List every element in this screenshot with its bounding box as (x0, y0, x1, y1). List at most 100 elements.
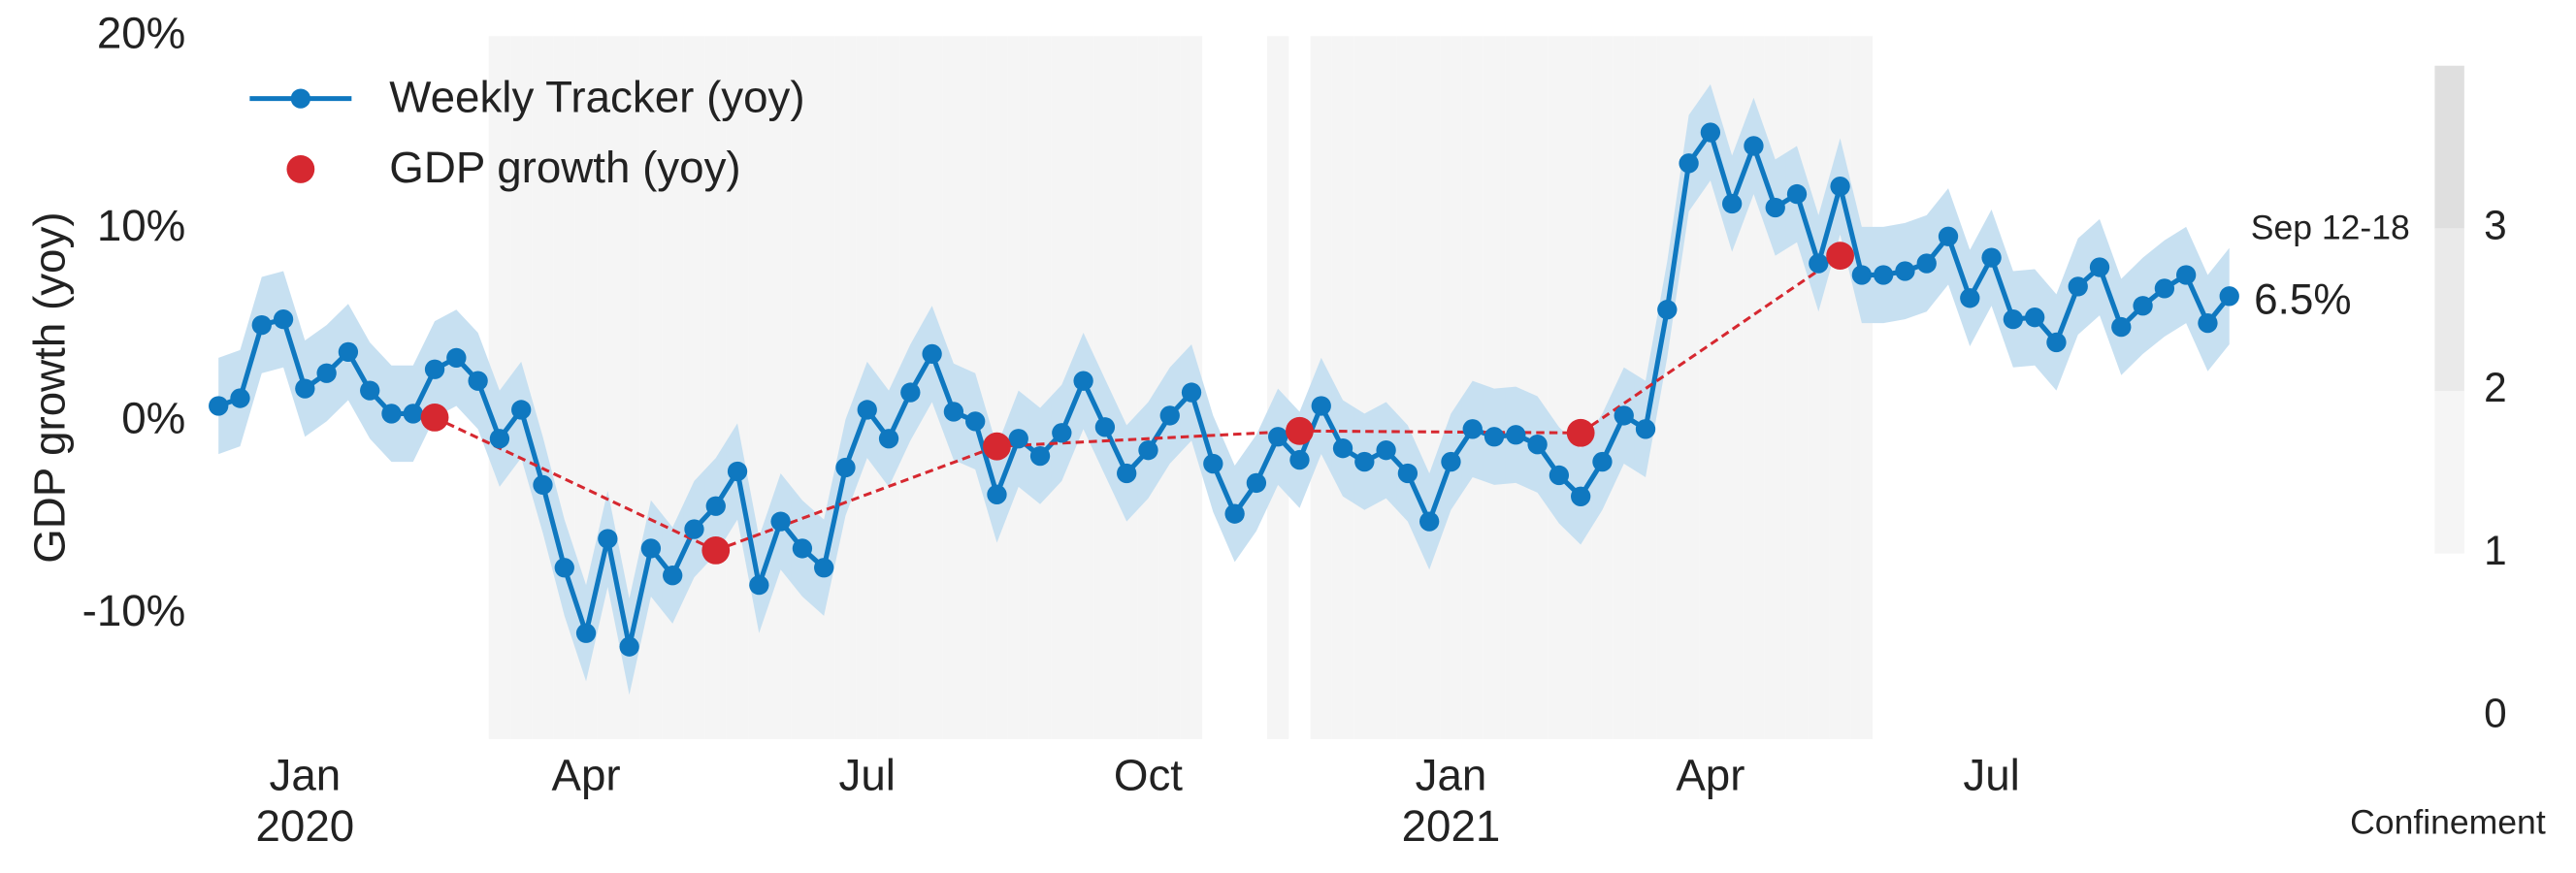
confinement-cell (1288, 36, 1311, 739)
tracker-point (295, 378, 315, 399)
confinement-cell (748, 36, 770, 739)
gdp-connector (1299, 429, 1581, 435)
confinement-cell (1526, 36, 1549, 739)
tracker-point (598, 529, 618, 549)
tracker-point (1700, 122, 1721, 143)
tracker-point (1895, 261, 1915, 281)
gdp-point (1286, 416, 1314, 445)
confinement-cell (791, 36, 814, 739)
x-tick-sublabel: 2021 (1402, 801, 1501, 851)
tracker-point (1786, 183, 1808, 205)
tracker-point (251, 314, 272, 336)
tracker-point (1506, 425, 1526, 445)
confinement-cell (1007, 36, 1029, 739)
tracker-point (965, 411, 986, 432)
gdp-connector (715, 444, 997, 552)
confinement-cell (2153, 36, 2176, 739)
confinement-cell (272, 36, 295, 739)
x-tick-label: Jan (1416, 751, 1487, 800)
confinement-cell (597, 36, 619, 739)
tracker-point (1592, 451, 1613, 472)
confinement-cell (1591, 36, 1614, 739)
confinement-cell (1894, 36, 1916, 739)
confinement-cell (1548, 36, 1571, 739)
tracker-point (2003, 308, 2024, 330)
tracker-point (1332, 438, 1353, 459)
tracker-point (403, 404, 423, 424)
tracker-point (554, 558, 574, 578)
tracker-point (1981, 247, 2002, 268)
confinement-cell (639, 36, 663, 739)
confinement-cell (1137, 36, 1159, 739)
tracker-point (1376, 439, 1396, 461)
tracker-point (684, 519, 704, 539)
colorbar-tick-label: 1 (2484, 528, 2507, 573)
tracker-point (381, 404, 402, 424)
confinement-cell (1331, 36, 1354, 739)
tracker-point (424, 359, 445, 379)
tracker-point (1289, 449, 1310, 470)
tracker-point (360, 380, 380, 401)
tracker-point (1527, 435, 1548, 455)
tracker-point (2089, 257, 2110, 277)
tracker-point (1657, 300, 1678, 320)
tracker-point (1246, 472, 1267, 494)
confinement-shading (208, 36, 2240, 739)
colorbar-segment (2434, 228, 2464, 392)
tracker-point (1744, 136, 1764, 156)
x-tick-label: Jan (269, 751, 341, 800)
confinement-cell (683, 36, 705, 739)
tracker-point (1268, 427, 1288, 447)
confinement-cell (1937, 36, 1960, 739)
colorbar-segment (2434, 391, 2464, 554)
confinement-cell (1850, 36, 1874, 739)
colorbar-tick-label: 3 (2484, 203, 2507, 248)
confinement-cell (1743, 36, 1765, 739)
gdp-point (1826, 242, 1854, 271)
gdp-connector (996, 429, 1300, 448)
confinement-cell (2175, 36, 2198, 739)
tracker-point (273, 308, 294, 330)
confinement-cell (1808, 36, 1830, 739)
y-tick-label: 0% (121, 393, 185, 442)
confinement-cell (1483, 36, 1506, 739)
confinement-cell (2002, 36, 2025, 739)
confinement-cell (1656, 36, 1679, 739)
colorbar-segment (2434, 553, 2464, 717)
tracker-point (1311, 396, 1331, 416)
tracker-point (1679, 153, 1699, 174)
legend-marker (286, 155, 315, 183)
confinement-cell (986, 36, 1008, 739)
tracker-point (727, 461, 748, 482)
colorbar-tick-label: 0 (2484, 690, 2507, 735)
confinement-cell (1223, 36, 1246, 739)
tracker-point (922, 343, 942, 365)
tracker-point (878, 429, 899, 449)
tracker-point (1765, 197, 1785, 218)
tracker-point (2111, 316, 2132, 338)
colorbar-tick-label: 2 (2484, 365, 2507, 410)
tracker-point (2198, 312, 2218, 334)
tracker-point (468, 371, 488, 391)
tracker-point (575, 623, 597, 643)
tracker-point (1874, 265, 1894, 285)
legend-label: GDP growth (yoy) (389, 143, 740, 192)
tracker-point (663, 566, 683, 586)
gdp-point (1566, 418, 1595, 447)
x-tick-label: Oct (1114, 751, 1183, 800)
tracker-point (749, 574, 769, 596)
tracker-point (209, 396, 229, 416)
gdp-point (420, 404, 449, 432)
tracker-line (217, 126, 2232, 648)
confinement-cell (726, 36, 749, 739)
tracker-point (338, 341, 359, 363)
confinement-cell (1440, 36, 1462, 739)
y-tick-label: 20% (97, 8, 185, 57)
tracker-point (640, 538, 662, 559)
tracker-point (489, 429, 510, 449)
tracker-point (1094, 417, 1116, 437)
confinement-cell (2110, 36, 2133, 739)
x-tick-sublabel: 2020 (256, 801, 355, 851)
confinement-cell (1202, 36, 1224, 739)
